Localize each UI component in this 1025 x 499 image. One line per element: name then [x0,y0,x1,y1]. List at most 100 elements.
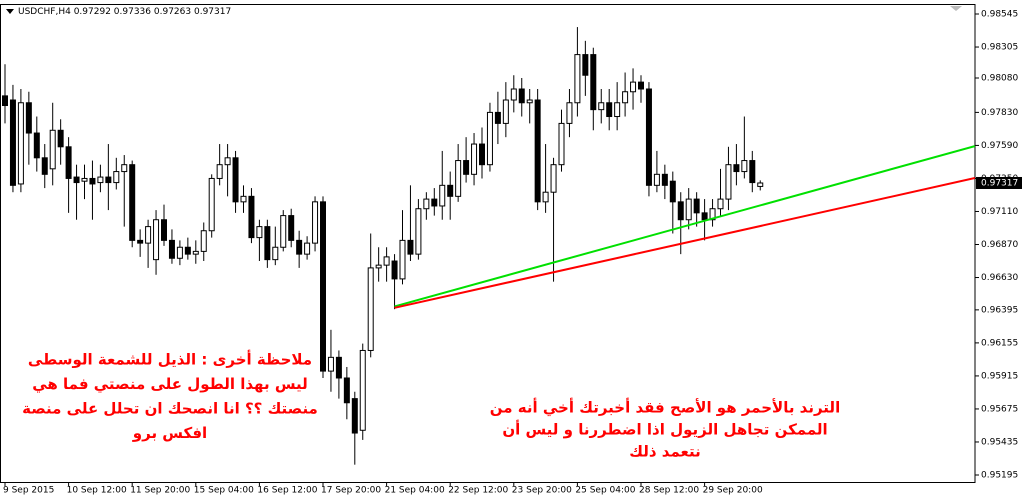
last-open: 0.97292 [74,7,111,17]
candle-body [486,111,493,166]
candle-body [200,230,207,252]
candle-body [638,81,644,90]
candle-body [168,239,175,259]
candle-body [184,246,191,255]
candle-body [367,267,374,351]
annotation-line: نتعمد ذلك [629,443,700,461]
candle-body [757,182,764,187]
candle-body [208,177,215,232]
y-tick-label: 0.96395 [981,305,1018,315]
candle-body [606,102,613,118]
candle-body [598,102,605,111]
x-tick-label: 10 Sep 12:00 [67,486,127,496]
candle-body [288,215,295,241]
candle-body [479,143,485,166]
candle-body [645,88,652,186]
candle-body [73,176,80,184]
annotation-line: ملاحظة أخرى : الذيل للشمعة الوسطى [28,350,312,369]
candle-body [582,54,589,76]
annotation-line: افكس برو [132,424,207,442]
x-tick-label: 9 Sep 2015 [3,486,54,496]
candle-body [709,208,716,221]
candle-body [725,164,732,200]
candle-body [391,260,398,280]
candle-body [312,201,319,244]
candle-body [121,164,128,173]
candle-body [534,99,541,203]
annotation-line: الممكن تجاهل الزيول اذا اضطررنا و ليس أن [502,420,827,439]
x-tick-label: 25 Sep 04:00 [575,486,635,496]
x-tick-label: 28 Sep 12:00 [639,486,699,496]
scroll-marker [950,6,962,11]
candle-body [558,122,565,166]
x-tick-label: 21 Sep 04:00 [385,486,445,496]
candle-body [526,99,533,104]
candle-body [566,102,573,124]
candle-body [359,349,366,431]
candle-body [455,160,462,197]
candle-body [280,215,287,248]
x-tick-label: 11 Sep 20:00 [130,486,190,496]
candle-body [17,102,24,185]
candle-body [137,239,144,244]
candle-body [614,102,621,118]
candle-body [439,184,446,207]
candle-body [685,198,692,221]
trend-line [394,177,975,309]
y-tick-label: 0.95435 [981,437,1018,447]
plot-area [2,27,975,465]
candle-body [216,164,223,179]
candle-body [733,164,740,173]
candle-body [335,356,342,379]
y-tick-label: 0.97590 [981,141,1018,151]
candle-body [304,242,311,255]
annotation-line: ليس بهذا الطول على منصتي فما هي [32,375,308,393]
candle-body [153,219,160,261]
x-tick-label: 17 Sep 20:00 [321,486,381,496]
candle-body [701,212,708,221]
candle-body [375,264,382,269]
menu-arrow[interactable] [6,9,14,14]
y-tick-label: 0.96870 [981,240,1018,250]
candle-body [494,111,501,124]
candle-body [2,95,8,107]
last-close: 0.97317 [194,7,231,17]
x-tick-label: 23 Sep 20:00 [512,486,572,496]
y-tick-label: 0.95675 [981,404,1018,414]
candle-body [415,208,422,255]
candle-body [49,129,56,170]
trend-line [394,145,975,308]
candle-body [574,54,581,104]
candle-body [232,157,239,203]
candle-body [677,201,684,221]
candle-body [327,356,334,372]
candle-body [351,398,358,434]
candle-body [510,88,517,101]
candle-body [240,195,247,203]
candle-body [113,171,120,184]
candle-body [145,226,152,244]
candle-body [9,99,16,186]
candle-body [57,129,64,148]
y-tick-label: 0.95915 [981,371,1018,381]
candle-body [741,160,748,173]
candle-body [89,177,96,185]
candle-body [97,176,104,184]
y-tick-label: 0.97110 [981,207,1018,217]
x-tick-label: 29 Sep 20:00 [703,486,763,496]
symbol-header: USDCHF,H4 0.97292 0.97336 0.97263 0.9731… [18,7,231,17]
current-price-label: 0.97317 [981,178,1018,188]
annotation-line: منصتك ؟؟ انا انصحك ان تحلل على منصة [22,400,318,418]
candle-body [105,176,112,184]
candle-body [176,246,183,259]
candle-body [41,157,48,175]
candle-body [622,91,629,104]
candle-body [542,191,549,203]
candle-body [343,377,350,404]
candle-body [518,88,525,104]
x-tick-label: 15 Sep 04:00 [194,486,254,496]
candle-body [81,177,88,182]
candle-body [717,198,724,210]
candle-body [264,226,271,261]
